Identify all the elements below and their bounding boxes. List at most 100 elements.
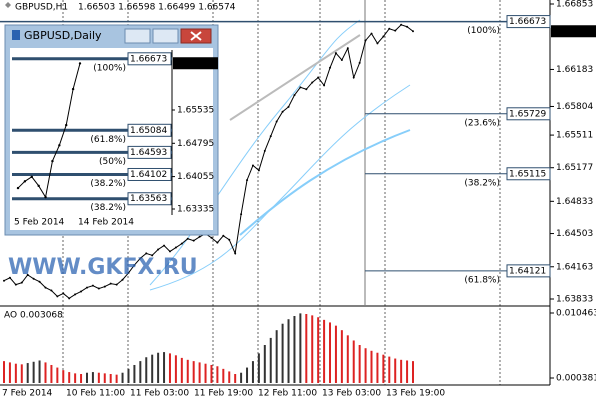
close-point	[30, 175, 33, 179]
close-point	[85, 286, 88, 289]
price-label-box	[506, 167, 551, 181]
close-point	[26, 273, 29, 276]
close-point	[263, 149, 266, 152]
close-point	[180, 242, 183, 245]
price-label-box	[127, 52, 172, 66]
close-point	[115, 283, 118, 286]
date-label: 13 Feb 03:00	[322, 389, 381, 399]
symbol-icon	[5, 2, 11, 8]
close-point	[58, 144, 61, 147]
close-point	[74, 293, 77, 296]
fib-label: (100%)	[467, 26, 500, 36]
close-point	[293, 94, 296, 97]
close-point	[246, 179, 249, 182]
price-label: 1.65084	[130, 126, 167, 136]
fib-label: (38.2%)	[90, 179, 126, 189]
close-point	[163, 244, 166, 247]
price-tick-label: 1.65177	[556, 163, 593, 173]
fib-label: (23.6%)	[464, 118, 500, 128]
close-point	[109, 282, 112, 285]
price-tick-label: 1.64833	[556, 197, 593, 207]
price-label: 1.64102	[130, 170, 167, 180]
close-point	[71, 87, 75, 91]
price-label: 1.65729	[509, 109, 546, 119]
date-label: 11 Feb 03:00	[130, 389, 189, 399]
watermark: WWW.GKFX.RU	[8, 255, 198, 280]
close-point	[103, 285, 106, 288]
ao-label: AO 0.003068	[4, 311, 63, 321]
close-point	[23, 180, 27, 183]
fib-label: (100%)	[93, 63, 126, 73]
close-point	[68, 297, 71, 300]
price-label-box	[127, 192, 172, 206]
close-point	[80, 290, 83, 293]
close-point	[51, 159, 54, 163]
close-point	[16, 186, 20, 190]
price-label: 1.64121	[509, 266, 546, 276]
close-point	[8, 276, 11, 279]
inset-window: GBPUSD,Daily 1.65535 1.64795 1.64055 1.6333…	[4, 24, 219, 236]
price-label: 1.66673	[509, 17, 546, 27]
close-point	[394, 29, 397, 32]
close-point	[222, 234, 225, 237]
close-point	[240, 213, 243, 216]
price-tick-label: 1.66853	[556, 0, 593, 10]
close-point	[157, 248, 160, 251]
maximize-button[interactable]	[152, 28, 179, 44]
date-label: 12 Feb 11:00	[258, 389, 317, 399]
close-point	[269, 135, 272, 138]
price-label-box	[506, 264, 551, 278]
close-point	[37, 184, 40, 188]
fib-label: (50%)	[99, 157, 126, 167]
price-label-box	[506, 107, 551, 121]
price-tick-label: 1.64055	[177, 172, 214, 182]
close-point	[216, 241, 219, 244]
close-point	[91, 284, 94, 287]
close-point	[20, 281, 23, 284]
close-point	[3, 279, 5, 282]
close-point	[334, 52, 337, 55]
price-line	[3, 24, 414, 299]
price-tick-label: 1.65535	[177, 106, 214, 116]
header-symbol: GBPUSD,H1	[15, 3, 68, 13]
fib-label: (38.2%)	[90, 203, 126, 213]
close-point	[412, 30, 414, 33]
close-point	[406, 25, 409, 28]
price-tick-label: 1.63833	[556, 295, 593, 305]
window-title: GBPUSD,Daily	[24, 29, 102, 42]
close-point	[44, 286, 47, 289]
close-point	[62, 292, 65, 295]
price-line	[17, 63, 81, 199]
last-price: 1.66574	[175, 59, 212, 69]
close-point	[186, 237, 189, 240]
price-label-box	[506, 15, 551, 29]
price-tick-label: 1.63335	[177, 205, 214, 215]
date-label: 14 Feb 2014	[78, 218, 134, 228]
close-point	[44, 195, 47, 199]
trend-line	[229, 34, 361, 121]
close-point	[32, 277, 35, 280]
close-point	[275, 120, 278, 123]
fib-label: (61.8%)	[464, 275, 500, 285]
window-icon	[12, 30, 20, 40]
close-point	[145, 252, 148, 255]
close-point	[329, 66, 332, 69]
price-label: 1.65115	[509, 169, 546, 179]
date-label: 13 Feb 19:00	[386, 389, 445, 399]
close-point	[388, 27, 391, 30]
price-label-box	[127, 145, 172, 159]
close-point	[358, 61, 361, 64]
price-label: 1.66673	[130, 54, 167, 64]
price-tick-label: 1.64795	[177, 139, 214, 149]
close-point	[210, 236, 213, 239]
close-point	[370, 32, 373, 35]
close-point	[234, 252, 237, 255]
minimize-button[interactable]	[124, 28, 151, 44]
close-point	[251, 164, 254, 167]
close-point	[305, 88, 308, 91]
close-point	[400, 23, 403, 26]
close-point	[56, 295, 59, 298]
price-tick-label: 1.65804	[556, 102, 593, 112]
close-icon	[190, 31, 202, 41]
